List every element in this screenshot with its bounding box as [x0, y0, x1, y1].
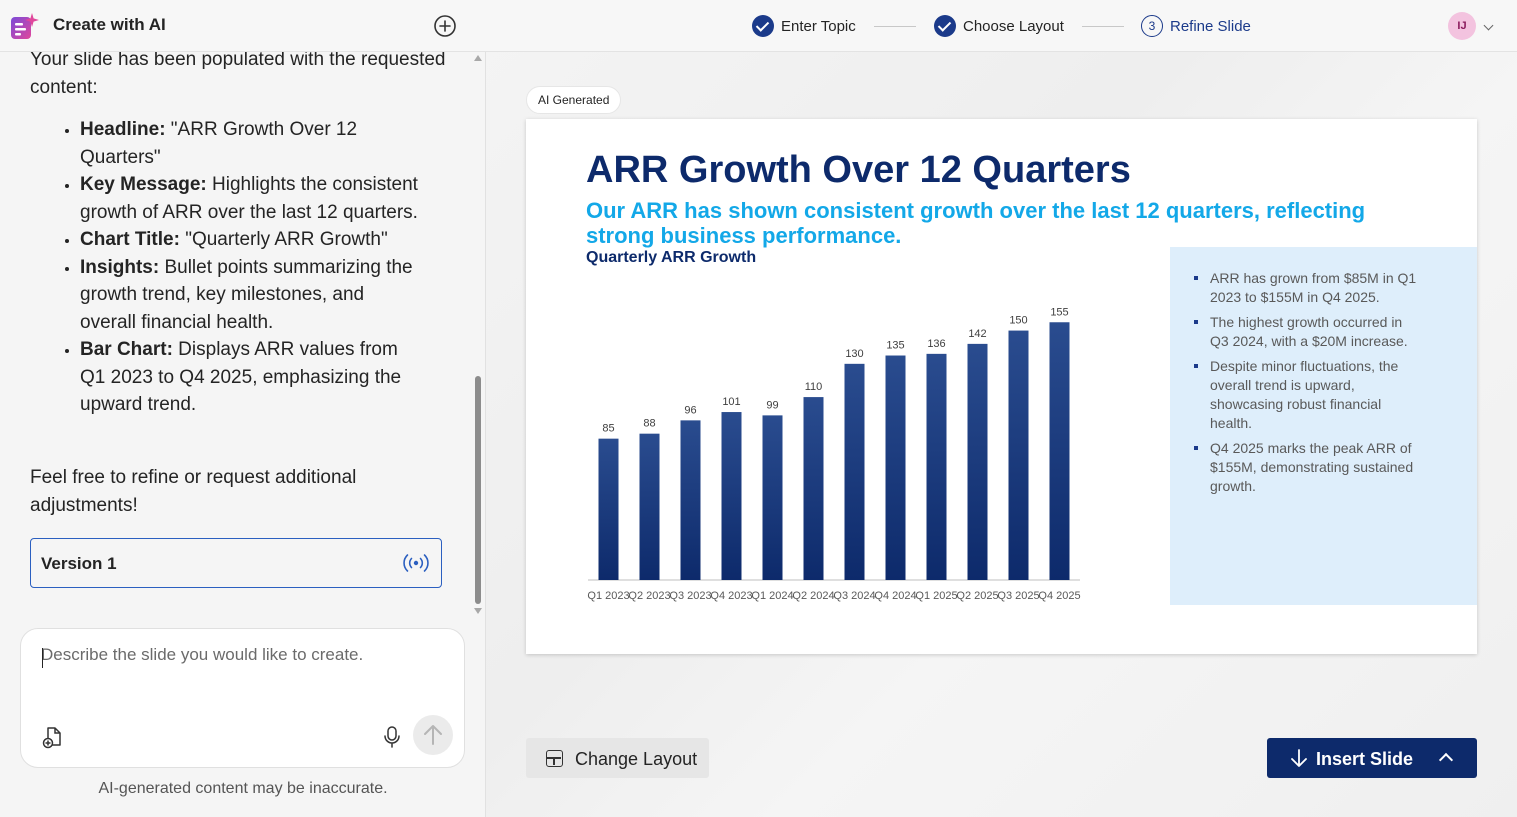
list-item: ARR has grown from $85M in Q1 2023 to $1…: [1194, 269, 1420, 307]
bar-q3-2023: [680, 420, 701, 580]
microphone-icon[interactable]: [382, 725, 402, 749]
data-label: 136: [927, 338, 945, 350]
step-choose-layout[interactable]: Choose Layout: [934, 15, 1064, 37]
x-tick-label: Q4 2023: [710, 590, 752, 602]
x-tick-label: Q2 2025: [956, 590, 998, 602]
data-label: 96: [684, 404, 696, 416]
arr-bar-chart: 85 Q1 2023 88 Q2 2023 96 Q3 2023 101 Q4 2023 99 Q…: [587, 306, 1080, 602]
chart-title: Quarterly ARR Growth: [586, 249, 757, 266]
stepper-bar: Enter Topic Choose Layout 3 Refine Slide…: [486, 0, 1517, 52]
x-tick-label: Q3 2025: [997, 590, 1039, 602]
data-label: 88: [643, 418, 655, 430]
x-tick-label: Q4 2025: [1038, 590, 1080, 602]
x-tick-label: Q2 2024: [792, 590, 834, 602]
step-connector: [874, 26, 916, 27]
bar-q1-2025: [926, 353, 947, 580]
x-tick-label: Q2 2023: [628, 590, 670, 602]
arrow-down-icon: [1291, 749, 1307, 767]
avatar[interactable]: IJ: [1448, 12, 1476, 40]
ai-disclaimer: AI-generated content may be inaccurate.: [98, 780, 388, 797]
data-label: 99: [766, 399, 778, 411]
list-item: Insights: Bullet points summarizing the …: [80, 254, 420, 337]
chat-messages: Your slide has been populated with the r…: [0, 52, 470, 620]
prompt-input[interactable]: [41, 645, 441, 705]
list-item: Despite minor fluctuations, the overall …: [1194, 357, 1420, 433]
panel-header: Create with AI: [0, 0, 486, 52]
x-tick-label: Q3 2024: [833, 590, 875, 602]
sparkle-slides-icon: [11, 13, 39, 39]
version-card[interactable]: Version 1: [30, 538, 442, 588]
send-button[interactable]: [413, 715, 453, 755]
step-connector: [1082, 26, 1124, 27]
content-summary-list: Headline: "ARR Growth Over 12 Quarters" …: [80, 116, 420, 419]
chat-scrollbar[interactable]: [474, 52, 482, 620]
scroll-down-icon[interactable]: [474, 608, 482, 614]
x-tick-label: Q1 2025: [915, 590, 957, 602]
bar-q1-2024: [762, 415, 783, 580]
scroll-thumb[interactable]: [475, 376, 481, 604]
data-label: 135: [886, 340, 904, 352]
insights-list: ARR has grown from $85M in Q1 2023 to $1…: [1194, 269, 1420, 502]
bar-q4-2025: [1049, 322, 1070, 580]
layout-icon: [546, 750, 563, 767]
bar-q3-2024: [844, 363, 865, 580]
bar-q2-2023: [639, 433, 660, 580]
list-item: Headline: "ARR Growth Over 12 Quarters": [80, 116, 420, 171]
slide-preview[interactable]: ARR Growth Over 12 Quarters Our ARR has …: [526, 119, 1477, 654]
broadcast-icon[interactable]: [403, 552, 429, 574]
chevron-up-icon[interactable]: [1438, 752, 1454, 768]
x-tick-label: Q3 2023: [669, 590, 711, 602]
app-title: Create with AI: [53, 15, 166, 34]
text-caret: [42, 648, 43, 668]
list-item: Chart Title: "Quarterly ARR Growth": [80, 226, 420, 254]
list-item: Bar Chart: Displays ARR values from Q1 2…: [80, 336, 420, 419]
insights-panel: ARR has grown from $85M in Q1 2023 to $1…: [1170, 247, 1477, 605]
add-circle-icon[interactable]: [432, 13, 458, 39]
step-enter-topic[interactable]: Enter Topic: [752, 15, 856, 37]
bar-q4-2024: [885, 355, 906, 580]
bar-q1-2023: [598, 438, 619, 580]
assistant-intro: Your slide has been populated with the r…: [30, 52, 446, 98]
version-label: Version 1: [41, 554, 117, 573]
data-label: 142: [968, 328, 986, 340]
step-refine-slide[interactable]: 3 Refine Slide: [1141, 15, 1251, 37]
list-item: Key Message: Highlights the consistent g…: [80, 171, 420, 226]
data-label: 155: [1050, 306, 1068, 318]
change-layout-button[interactable]: Change Layout: [526, 738, 709, 778]
check-circle-icon: [752, 15, 774, 37]
data-label: 110: [805, 381, 823, 393]
check-circle-icon: [934, 15, 956, 37]
scroll-up-icon[interactable]: [474, 55, 482, 61]
list-item: Q4 2025 marks the peak ARR of $155M, dem…: [1194, 439, 1420, 496]
bar-q2-2024: [803, 397, 824, 580]
data-label: 85: [602, 423, 614, 435]
attach-file-icon[interactable]: [41, 725, 65, 749]
bar-q3-2025: [1008, 330, 1029, 580]
data-label: 130: [845, 348, 863, 360]
bar-q4-2023: [721, 412, 742, 580]
x-tick-label: Q1 2023: [587, 590, 629, 602]
prompt-composer: [20, 628, 465, 768]
arrow-up-icon: [424, 725, 442, 745]
insert-slide-button[interactable]: Insert Slide: [1267, 738, 1477, 778]
chevron-down-icon[interactable]: [1483, 20, 1494, 31]
data-label: 101: [722, 396, 740, 408]
assistant-outro: Feel free to refine or request additiona…: [30, 467, 357, 516]
bar-q2-2025: [967, 343, 988, 580]
x-tick-label: Q1 2024: [751, 590, 793, 602]
step-number: 3: [1141, 15, 1163, 37]
slide-workspace: Enter Topic Choose Layout 3 Refine Slide…: [486, 0, 1517, 817]
slide-title: ARR Growth Over 12 Quarters: [586, 149, 1131, 191]
chat-panel: Create with AI Your slide has been popul…: [0, 0, 486, 817]
ai-generated-badge: AI Generated: [526, 86, 622, 114]
data-label: 150: [1009, 315, 1027, 327]
x-tick-label: Q4 2024: [874, 590, 916, 602]
slide-subtitle: Our ARR has shown consistent growth over…: [586, 198, 1366, 248]
list-item: The highest growth occurred in Q3 2024, …: [1194, 313, 1420, 351]
